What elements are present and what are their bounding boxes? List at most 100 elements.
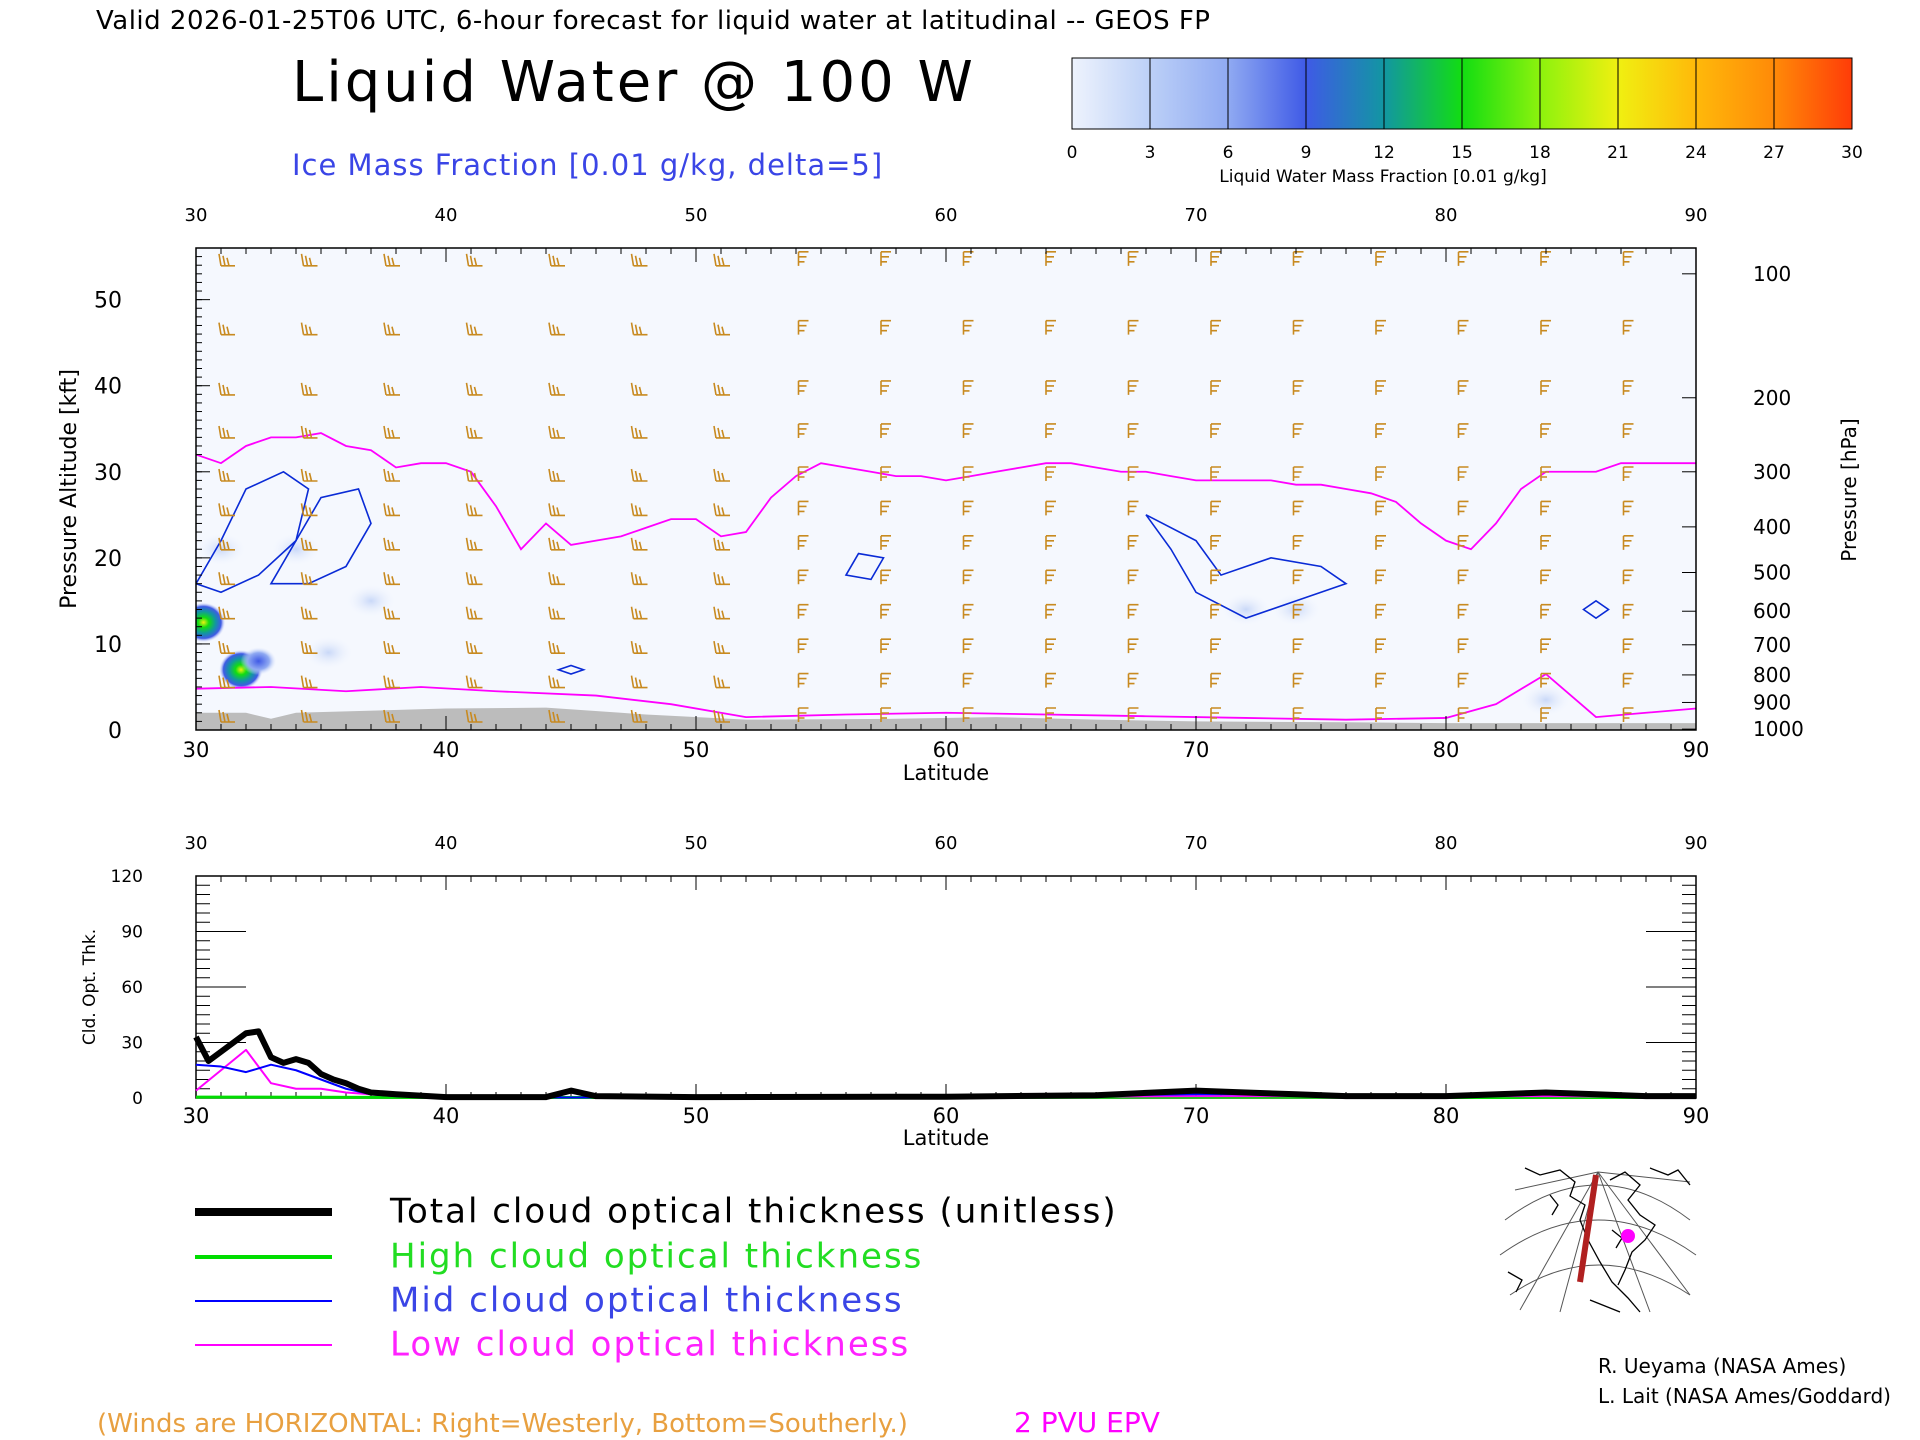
optical-y-tick-label: 30	[121, 1034, 143, 1054]
wind-barb	[218, 253, 235, 267]
wind-barb-shaft	[1127, 500, 1139, 516]
wind-barb-shaft	[630, 675, 648, 689]
wind-barb	[630, 503, 648, 517]
wind-barb-shaft	[962, 251, 974, 266]
main-x-tick-label: 90	[1683, 738, 1710, 762]
optical-x-axis-label: Latitude	[903, 1126, 989, 1150]
wind-barb	[962, 638, 974, 654]
pressure-tick-label: 900	[1753, 690, 1791, 714]
wind-barb-shaft	[630, 537, 648, 551]
wind-barb-shaft	[1292, 500, 1304, 516]
wind-barb-shaft	[1540, 423, 1551, 438]
wind-barb-shaft	[880, 672, 891, 688]
wind-barb-shaft	[218, 606, 235, 620]
wind-barb-shaft	[962, 707, 974, 722]
wind-barb	[1375, 603, 1386, 619]
wind-barb	[1622, 672, 1634, 688]
wind-barb-shaft	[880, 251, 891, 266]
wind-barb	[300, 468, 318, 482]
wind-barb-shaft	[1457, 638, 1469, 654]
wind-barb-shaft	[1375, 535, 1386, 550]
wind-barb-shaft	[1127, 423, 1139, 438]
wind-barb	[1127, 672, 1139, 688]
wind-barb	[630, 382, 648, 396]
wind-barb-shaft	[1457, 672, 1469, 688]
wind-barb	[300, 253, 318, 267]
wind-barb	[1127, 707, 1139, 722]
wind-barb	[1540, 569, 1551, 585]
wind-barb	[1045, 380, 1056, 395]
wind-barb-shaft	[1540, 319, 1551, 335]
ice-contour	[1145, 514, 1348, 619]
wind-barb-shaft	[383, 675, 400, 689]
colorbar-cell	[1539, 57, 1619, 130]
optical-thickness-axes: 30 30 40 40 50 50 60 60 70 70 80 80 90 90 0 30 60 90 120	[111, 833, 1710, 1128]
wind-barb-shaft	[548, 709, 565, 723]
wind-barb	[1292, 466, 1304, 481]
wind-barb-shaft	[300, 322, 318, 336]
optical-top-tick-label: 70	[1185, 833, 1208, 854]
pressure-tick-label: 300	[1753, 460, 1791, 484]
wind-barb-shaft	[1045, 423, 1056, 438]
wind-barb-shaft	[1622, 672, 1634, 688]
colorbar-tick-label: 30	[1841, 143, 1863, 163]
wind-barb-shaft	[880, 569, 891, 585]
wind-barb-shaft	[218, 468, 235, 482]
wind-barb-shaft	[218, 322, 235, 336]
wind-barb	[962, 423, 974, 438]
wind-barb	[1210, 638, 1221, 654]
wind-barb-shaft	[300, 675, 318, 689]
wind-barb	[218, 322, 235, 336]
wind-barb	[713, 322, 730, 336]
wind-barb-shaft	[797, 707, 809, 722]
wind-barb	[1127, 380, 1139, 395]
wind-barb-shaft	[1292, 672, 1304, 688]
wind-barb	[300, 641, 318, 654]
wind-barb-shaft	[713, 468, 730, 482]
wind-barb-shaft	[1375, 380, 1386, 395]
wind-barb-shaft	[465, 675, 483, 689]
pressure-tick-label: 800	[1753, 663, 1791, 687]
wind-barb	[1210, 707, 1221, 722]
optical-y-tick-label: 90	[121, 923, 143, 943]
wind-barb-shaft	[797, 535, 809, 550]
wind-barb-shaft	[465, 537, 483, 551]
colorbar-cell	[1695, 57, 1775, 130]
wind-barb	[1540, 380, 1551, 395]
wind-barb-shaft	[797, 466, 809, 481]
wind-barb	[218, 572, 235, 586]
main-top-tick-label: 40	[435, 205, 458, 226]
wind-barb	[1375, 569, 1386, 585]
wind-barb-shaft	[465, 606, 483, 620]
wind-barb	[1457, 569, 1469, 585]
wind-barb	[1622, 319, 1634, 335]
wind-barb	[1292, 423, 1304, 438]
cross-section-axes: 3030404050506060707080809090010203040501…	[94, 205, 1804, 762]
wind-barb	[1457, 707, 1469, 722]
wind-barb-shaft	[1127, 707, 1139, 722]
ice-contour	[1582, 599, 1610, 620]
wind-barb	[1457, 319, 1469, 335]
wind-barb	[1127, 319, 1139, 335]
wind-barb-shaft	[1045, 535, 1056, 550]
wind-barb-shaft	[1292, 423, 1304, 438]
wind-barb-shaft	[962, 672, 974, 688]
wind-barb	[797, 500, 809, 516]
main-y-tick-label: 10	[94, 633, 122, 658]
wind-barb-shaft	[1210, 423, 1221, 438]
wind-barb	[383, 675, 400, 689]
wind-barb	[1292, 380, 1304, 395]
wind-barb	[1045, 251, 1056, 266]
wind-barb-shaft	[1127, 466, 1139, 481]
wind-barb	[300, 675, 318, 689]
wind-barb-shaft	[218, 382, 235, 396]
colorbar-tick-label: 27	[1763, 143, 1785, 163]
wind-barb	[383, 503, 400, 517]
wind-barb-shaft	[1375, 319, 1386, 335]
wind-barb	[383, 382, 400, 396]
optical-top-tick-label: 90	[1685, 833, 1708, 854]
wind-barb-shaft	[300, 572, 318, 586]
wind-barb-shaft	[713, 425, 730, 439]
wind-barb	[218, 468, 235, 482]
wind-barb	[1375, 638, 1386, 654]
